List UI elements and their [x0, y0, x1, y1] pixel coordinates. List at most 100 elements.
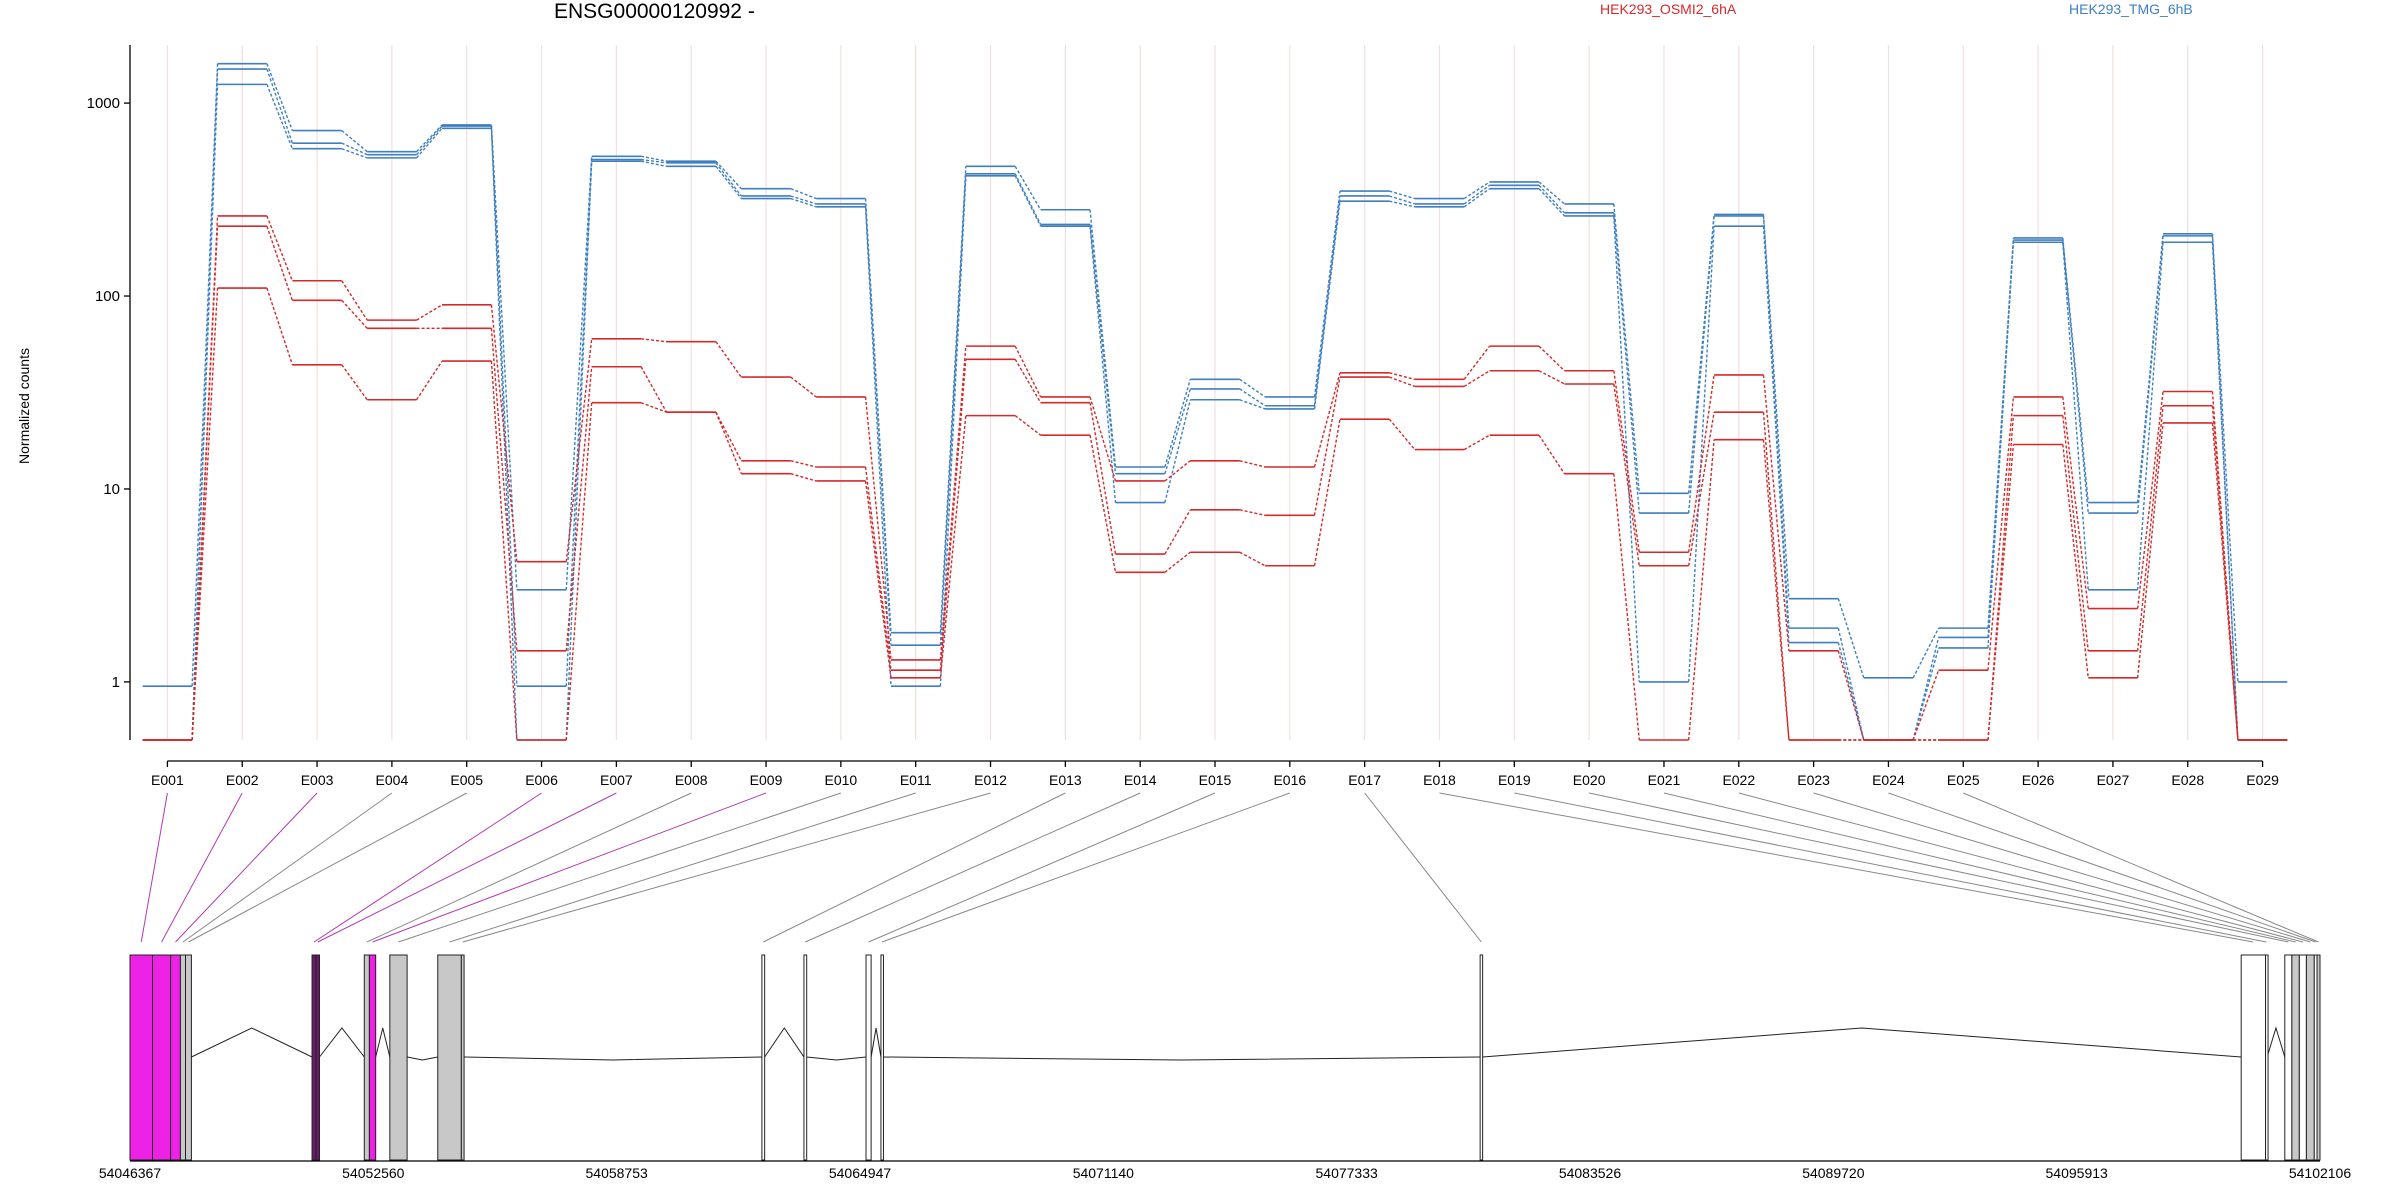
transition-segment: [1538, 184, 1565, 214]
x-tick-label: E011: [900, 772, 932, 788]
transition-segment: [1613, 473, 1640, 741]
transition-segment: [790, 188, 817, 200]
exon-box: [803, 954, 808, 1161]
exon-box: [865, 954, 872, 1161]
y-axis: 1 10 100 1000: [87, 45, 131, 740]
transition-segment: [1164, 379, 1191, 468]
transition-segment: [2062, 240, 2089, 514]
transition-segment: [1164, 509, 1191, 555]
x-tick-label: E010: [825, 772, 858, 788]
transition-segment: [565, 338, 593, 562]
transition-segment: [1463, 345, 1491, 380]
exon-connector: [1963, 792, 2319, 943]
transition-segment: [1313, 419, 1341, 566]
transition-segment: [1014, 345, 1042, 398]
transition-segment: [1089, 402, 1117, 555]
x-tick-label: E018: [1423, 772, 1456, 788]
transition-segment: [1687, 214, 1715, 494]
transition-segment: [2211, 242, 2239, 741]
transition-segment: [790, 197, 817, 208]
transition-segment: [640, 366, 668, 413]
x-tick-label: E019: [1498, 772, 1531, 788]
transition-segment: [341, 364, 368, 401]
transition-segment: [715, 341, 742, 378]
transition-segment: [416, 304, 443, 321]
transition-segment: [640, 338, 667, 343]
transition-segment: [1687, 439, 1715, 741]
genomic-tick-label: 54058753: [586, 1165, 649, 1181]
exon-connector: [881, 792, 1290, 943]
transition-segment: [2062, 415, 2089, 651]
series-line: [142, 287, 2288, 741]
exon-connector: [175, 792, 318, 943]
exon-box: [2305, 954, 2315, 1161]
transition-segment: [1687, 374, 1715, 553]
transition-segment: [1613, 370, 1640, 553]
x-tick-label: E002: [226, 772, 259, 788]
transition-segment: [790, 460, 817, 468]
transition-segment: [640, 402, 667, 413]
exon-box: [363, 954, 370, 1161]
transition-segment: [2136, 242, 2164, 590]
transition-segment: [790, 473, 817, 482]
transition-segment: [2136, 422, 2164, 678]
x-tick-label: E016: [1273, 772, 1306, 788]
exon-box: [152, 954, 172, 1161]
exon-connector: [1439, 792, 2254, 943]
y-tick-label: 1000: [87, 95, 120, 112]
transition-segment: [1389, 195, 1415, 205]
exon-box: [2291, 954, 2300, 1161]
x-tick-label: E017: [1348, 772, 1381, 788]
x-tick-label: E027: [2097, 772, 2130, 788]
transition-segment: [341, 299, 368, 329]
transition-segment: [715, 411, 742, 474]
transition-segment: [565, 161, 593, 741]
exon-connector: [1364, 792, 1482, 943]
transition-segment: [1014, 175, 1042, 227]
exon-box: [129, 954, 154, 1161]
intron-line: [375, 1027, 391, 1058]
exon-connector: [313, 792, 542, 943]
x-tick-label: E001: [151, 772, 184, 788]
transition-segment: [2062, 242, 2089, 590]
exon-connector: [449, 792, 916, 943]
exon-box: [2240, 954, 2267, 1161]
transition-segment: [1538, 188, 1565, 217]
transition-segment: [1164, 460, 1191, 482]
transition-segment: [715, 162, 742, 197]
transition-segment: [1912, 669, 1940, 741]
transition-segment: [790, 376, 817, 398]
exon-box: [460, 954, 465, 1161]
transition-segment: [715, 160, 742, 190]
transition-segment: [1837, 650, 1865, 741]
exon-box: [170, 954, 181, 1161]
x-tick-label: E014: [1124, 772, 1157, 788]
transition-segment: [1912, 627, 1940, 679]
x-tick-label: E003: [301, 772, 334, 788]
exon-connectors: [140, 792, 2319, 943]
transition-segment: [416, 127, 443, 159]
exon-connector: [462, 792, 991, 943]
transition-segment: [341, 148, 368, 159]
x-tick-label: E022: [1722, 772, 1755, 788]
genomic-tick-label: 54071140: [1073, 1165, 1134, 1181]
intron-line: [464, 1056, 762, 1061]
transition-segment: [266, 226, 294, 301]
transition-segment: [416, 360, 443, 401]
transition-segment: [640, 158, 667, 164]
transition-segment: [1538, 434, 1566, 475]
y-tick-label: 1: [112, 674, 120, 691]
transition-segment: [565, 156, 593, 590]
exon-connector: [868, 792, 1216, 943]
transition-segment: [191, 84, 219, 741]
transition-segment: [1239, 460, 1266, 468]
transition-segment: [864, 206, 892, 687]
x-tick-label: E028: [2171, 772, 2204, 788]
transition-segment: [1014, 415, 1042, 436]
transition-segment: [1762, 215, 1790, 629]
exon-connector: [366, 792, 692, 943]
transition-segment: [1762, 226, 1790, 643]
transition-segment: [1538, 370, 1565, 385]
transition-segment: [490, 304, 518, 562]
